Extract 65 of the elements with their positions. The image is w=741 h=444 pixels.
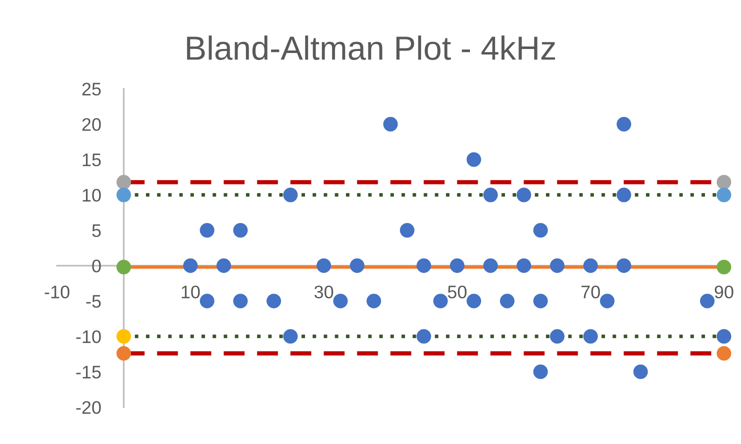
point	[116, 260, 132, 274]
point	[616, 188, 632, 202]
chart-title: Bland-Altman Plot - 4kHz	[187, 36, 556, 60]
x-tick-label: 90	[714, 286, 734, 298]
point	[433, 294, 448, 308]
point	[716, 188, 732, 202]
point	[716, 346, 732, 361]
point	[533, 223, 548, 238]
point	[583, 329, 598, 344]
y-tick-label: -15	[76, 366, 101, 378]
point	[283, 329, 298, 344]
point	[200, 223, 214, 238]
point	[283, 188, 298, 202]
y-tick-label: 0	[92, 260, 101, 272]
x-tick-label: -10	[44, 286, 70, 298]
point	[516, 258, 532, 273]
point	[400, 223, 414, 238]
point	[533, 364, 548, 380]
point	[116, 174, 132, 190]
y-tick-label: -5	[86, 295, 101, 308]
y-tick-label: 5	[92, 224, 101, 238]
y-tick-label: 10	[82, 188, 101, 202]
point	[450, 258, 464, 273]
point	[633, 364, 648, 380]
point	[116, 188, 132, 202]
point	[483, 258, 498, 273]
point	[600, 294, 615, 308]
point	[366, 294, 382, 308]
point	[316, 258, 332, 273]
point	[116, 346, 132, 361]
point	[583, 258, 598, 273]
point	[466, 152, 482, 167]
y-tick-label: 25	[82, 82, 101, 96]
point	[383, 116, 398, 132]
point	[116, 329, 132, 344]
point	[233, 223, 248, 238]
point	[200, 294, 214, 308]
point	[266, 294, 282, 308]
point	[700, 294, 715, 308]
y-tick-label: -10	[76, 330, 101, 344]
point	[516, 188, 532, 202]
y-tick-label: -20	[76, 401, 101, 414]
point	[550, 258, 565, 273]
y-tick-label: 20	[82, 118, 101, 131]
point	[616, 258, 632, 273]
point	[350, 258, 364, 273]
point	[466, 294, 482, 308]
point	[550, 329, 565, 344]
point	[716, 260, 732, 274]
y-tick-label: 15	[82, 154, 101, 166]
x-tick-label: 50	[448, 286, 467, 298]
x-tick-label: 70	[581, 286, 600, 298]
point	[416, 258, 432, 273]
x-tick-label: 30	[314, 286, 334, 298]
point	[483, 188, 498, 202]
point	[616, 116, 632, 132]
point	[416, 329, 432, 344]
point	[533, 294, 548, 308]
x-tick-label: 10	[182, 286, 200, 298]
point	[233, 294, 248, 308]
point	[333, 294, 348, 308]
point	[500, 294, 514, 308]
point	[716, 174, 732, 190]
point	[216, 258, 232, 273]
point	[183, 258, 198, 273]
